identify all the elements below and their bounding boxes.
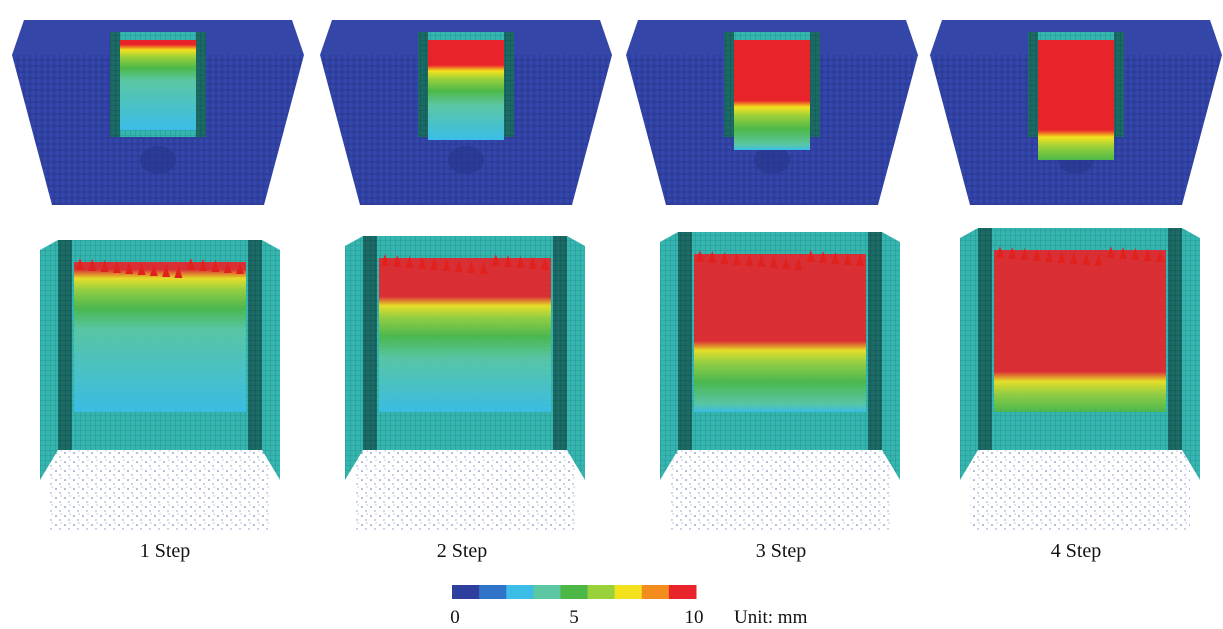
vector-arrow <box>745 254 754 266</box>
vector-arrow <box>1008 247 1017 259</box>
vector-arrow <box>806 250 815 262</box>
step-label-1: 1 Step <box>139 540 191 562</box>
vector-arrow <box>417 257 426 269</box>
legend-unit-label: Unit: mm <box>734 607 808 628</box>
vector-arrow <box>732 253 741 265</box>
vector-arrow <box>393 255 402 267</box>
vector-arrow <box>1032 249 1041 261</box>
vector-arrow <box>381 254 389 266</box>
vector-arrow <box>1057 251 1066 263</box>
soil-model-4 <box>930 20 1222 205</box>
vector-arrow <box>996 246 1004 258</box>
top-row-soil-models <box>12 20 1222 205</box>
step-label-4: 4 Step <box>1050 540 1102 562</box>
vector-arrow <box>794 258 803 270</box>
vector-arrow <box>1156 250 1164 262</box>
vector-arrow <box>236 262 244 274</box>
vector-arrow <box>162 265 171 277</box>
bottom-row-displacement-vectors <box>40 228 1200 530</box>
vector-field-panel-4 <box>960 228 1200 530</box>
vector-arrow <box>149 264 158 276</box>
vector-field-panel-3 <box>660 232 900 530</box>
vector-arrow <box>831 252 840 264</box>
vector-arrow <box>1069 252 1078 264</box>
legend-tick-5: 5 <box>569 607 579 628</box>
vector-arrow <box>541 258 549 270</box>
vector-arrow <box>696 250 704 262</box>
legend-swatch-4 <box>533 585 561 599</box>
vector-arrow <box>137 263 146 275</box>
vector-arrow <box>1106 246 1115 258</box>
vector-arrow <box>88 259 97 271</box>
vector-arrow <box>708 251 717 263</box>
vector-field-panel-1 <box>40 240 280 530</box>
vector-arrow <box>819 251 828 263</box>
vector-arrow <box>1094 254 1103 266</box>
legend-swatch-2 <box>479 585 507 599</box>
vector-arrow <box>112 261 121 273</box>
vector-arrow <box>1131 248 1140 260</box>
vector-arrow <box>211 260 220 272</box>
vector-arrow <box>467 261 476 273</box>
vector-arrow <box>856 254 864 266</box>
vector-arrow <box>782 257 791 269</box>
vector-arrow <box>720 252 729 264</box>
vector-arrow <box>76 258 84 270</box>
legend-swatch-5 <box>560 585 589 599</box>
vector-field-panel-2 <box>345 236 585 530</box>
color-legend-bar <box>452 585 697 599</box>
vector-arrow <box>479 262 488 274</box>
legend-swatch-6 <box>587 585 616 599</box>
vector-arrow <box>528 257 537 269</box>
soil-model-2 <box>320 20 612 205</box>
vector-arrow <box>223 261 232 273</box>
vector-arrow <box>125 262 134 274</box>
step-label-2: 2 Step <box>436 540 488 562</box>
vector-arrow <box>186 258 195 270</box>
vector-arrow <box>843 253 852 265</box>
vector-arrow <box>454 260 463 272</box>
vector-arrow <box>442 259 451 271</box>
vector-arrow <box>174 266 183 278</box>
vector-arrow <box>1143 249 1152 261</box>
vector-arrow <box>1045 250 1054 262</box>
legend-swatch-9 <box>668 585 697 599</box>
vector-arrow <box>504 255 513 267</box>
vector-arrow <box>1119 247 1128 259</box>
vector-arrow <box>516 256 525 268</box>
legend-swatch-8 <box>641 585 670 599</box>
vector-arrow <box>1082 253 1091 265</box>
legend-swatch-7 <box>614 585 643 599</box>
step-label-3: 3 Step <box>755 540 807 562</box>
legend-tick-10: 10 <box>684 607 704 628</box>
vector-arrow <box>757 255 766 267</box>
legend-swatch-3 <box>506 585 534 599</box>
vector-arrow <box>430 258 439 270</box>
vector-arrow <box>405 256 414 268</box>
vector-arrow <box>100 260 109 272</box>
vector-arrow <box>769 256 778 268</box>
vector-arrow <box>199 259 208 271</box>
soil-model-3 <box>626 20 918 205</box>
soil-model-1 <box>12 20 304 205</box>
vector-arrow <box>1020 248 1029 260</box>
legend-swatch-1 <box>452 585 480 599</box>
vector-arrow <box>491 254 500 266</box>
legend-tick-0: 0 <box>450 607 460 628</box>
